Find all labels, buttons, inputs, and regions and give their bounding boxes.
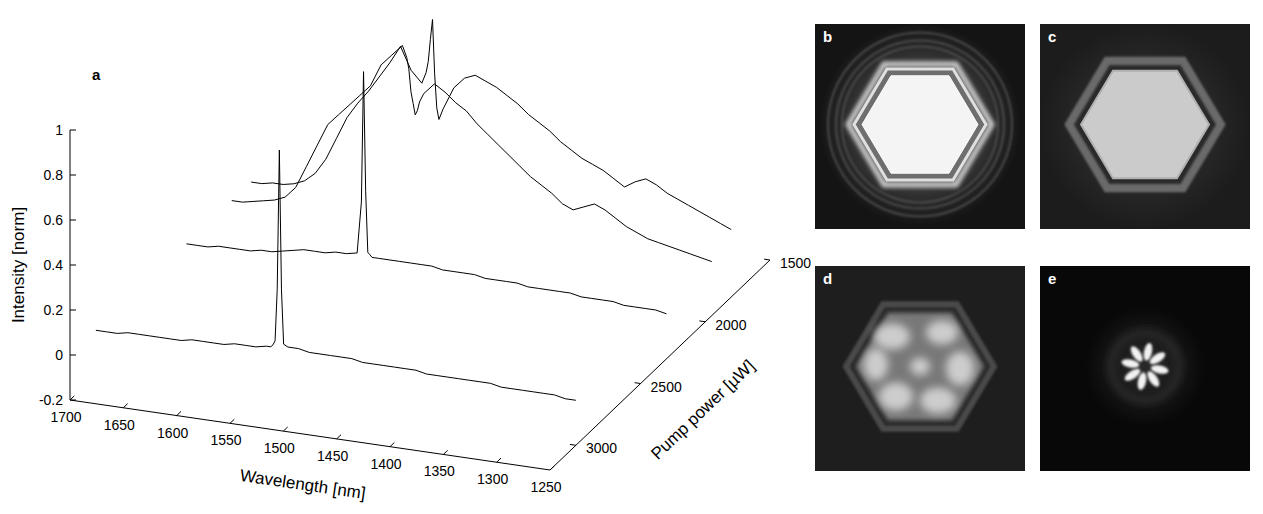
y-tick (70, 220, 76, 221)
z-tick (699, 320, 705, 322)
y-tick-label: 0.2 (44, 302, 64, 318)
figure: -0.2 0 0.2 0.4 0.6 0.8 1 Intensity [norm] 1250 13… (0, 0, 1263, 514)
image-panel: e (1040, 266, 1250, 471)
y-tick (70, 175, 76, 176)
ring (836, 41, 1004, 209)
x-tick (283, 427, 287, 431)
x-tick (443, 450, 447, 454)
x-axis-title: Wavelength [nm] (239, 466, 367, 503)
x-tick-label: 1450 (317, 448, 348, 464)
z-tick-label: 3000 (586, 440, 617, 456)
image-panel: c (1040, 24, 1250, 229)
y-tick (70, 355, 76, 356)
x-tick-label: 1300 (477, 471, 508, 487)
x-tick-label: 1650 (104, 417, 135, 433)
panel-label: b (823, 28, 832, 45)
traces (96, 20, 731, 401)
mode-lobe (879, 383, 913, 411)
crystal-facet (854, 69, 986, 180)
image-bg (815, 24, 1025, 229)
image-panel: d (815, 266, 1025, 471)
x-tick-label: 1400 (370, 456, 401, 472)
image-bg (1040, 266, 1250, 471)
mode-lobe (1123, 367, 1142, 384)
y-tick-label: 1 (55, 122, 63, 138)
z-axis-title: Pump power [µW] (647, 356, 758, 463)
crystal-top (1081, 71, 1209, 179)
image-panel: b (815, 24, 1025, 229)
y-tick-label: 0 (55, 347, 63, 363)
spectrum-line (96, 150, 576, 400)
crystal-rim (1069, 61, 1221, 189)
x-axis (70, 400, 550, 470)
crystal-rim (846, 304, 994, 428)
mode-lobe (926, 321, 958, 345)
ring (842, 47, 998, 203)
x-tick-label: 1500 (264, 440, 295, 456)
spectrum-line (232, 45, 712, 261)
panel-label: e (1048, 270, 1056, 287)
micrograph (1040, 266, 1250, 471)
z-tick-label: 2000 (715, 317, 746, 333)
crystal-top (856, 313, 984, 421)
x-tick (497, 458, 501, 462)
x-tick (230, 419, 234, 423)
panel-label: c (1048, 28, 1056, 45)
y-tick-label: -0.2 (39, 392, 63, 408)
x-tick-label: 1550 (210, 432, 241, 448)
y-tick-label: 0.4 (44, 257, 64, 273)
x-tick (123, 404, 127, 408)
mode-lobe (1148, 350, 1167, 367)
x-tick (337, 435, 341, 439)
x-tick-label: 1350 (424, 463, 455, 479)
spectrum-line (186, 72, 666, 314)
mode-lobe (864, 349, 888, 381)
x-tick-label: 1700 (50, 409, 81, 425)
panel-a: -0.2 0 0.2 0.4 0.6 0.8 1 Intensity [norm] 1250 13… (9, 20, 812, 504)
halo (1085, 307, 1205, 427)
y-axis-title: Intensity [norm] (9, 207, 28, 323)
crystal-rim (848, 64, 992, 185)
z-tick (570, 444, 576, 446)
ring (828, 33, 1012, 217)
z-tick (635, 382, 641, 384)
y-tick-label: 0.6 (44, 212, 64, 228)
image-bg (815, 266, 1025, 471)
x-tick-label: 1250 (530, 479, 561, 495)
y-tick (70, 130, 76, 131)
mode-lobe (1145, 369, 1162, 388)
micrograph (815, 266, 1025, 471)
y-tick-label: 0.8 (44, 167, 64, 183)
panel-label: d (823, 270, 832, 287)
mode-lobe (874, 324, 910, 350)
image-bg (1040, 24, 1250, 229)
crystal-top (862, 76, 978, 173)
mode-lobe (1128, 344, 1145, 363)
halo (820, 25, 1020, 225)
z-tick (764, 259, 770, 261)
z-tick-label: 1500 (780, 255, 811, 271)
y-tick (70, 310, 76, 311)
micrograph (1040, 24, 1250, 229)
y-tick (70, 265, 76, 266)
x-tick (177, 411, 181, 415)
z-tick-label: 2500 (651, 379, 682, 395)
panel-label: a (92, 66, 101, 83)
x-tick-label: 1600 (157, 425, 188, 441)
spectrum-line (251, 20, 731, 230)
ring (1111, 333, 1179, 401)
micrograph (815, 24, 1025, 229)
mode-lobe (920, 388, 956, 414)
z-axis (550, 260, 770, 470)
mode-lobe (910, 358, 930, 376)
x-tick (390, 443, 394, 447)
x-tick (70, 396, 74, 400)
mode-lobe (946, 352, 974, 386)
